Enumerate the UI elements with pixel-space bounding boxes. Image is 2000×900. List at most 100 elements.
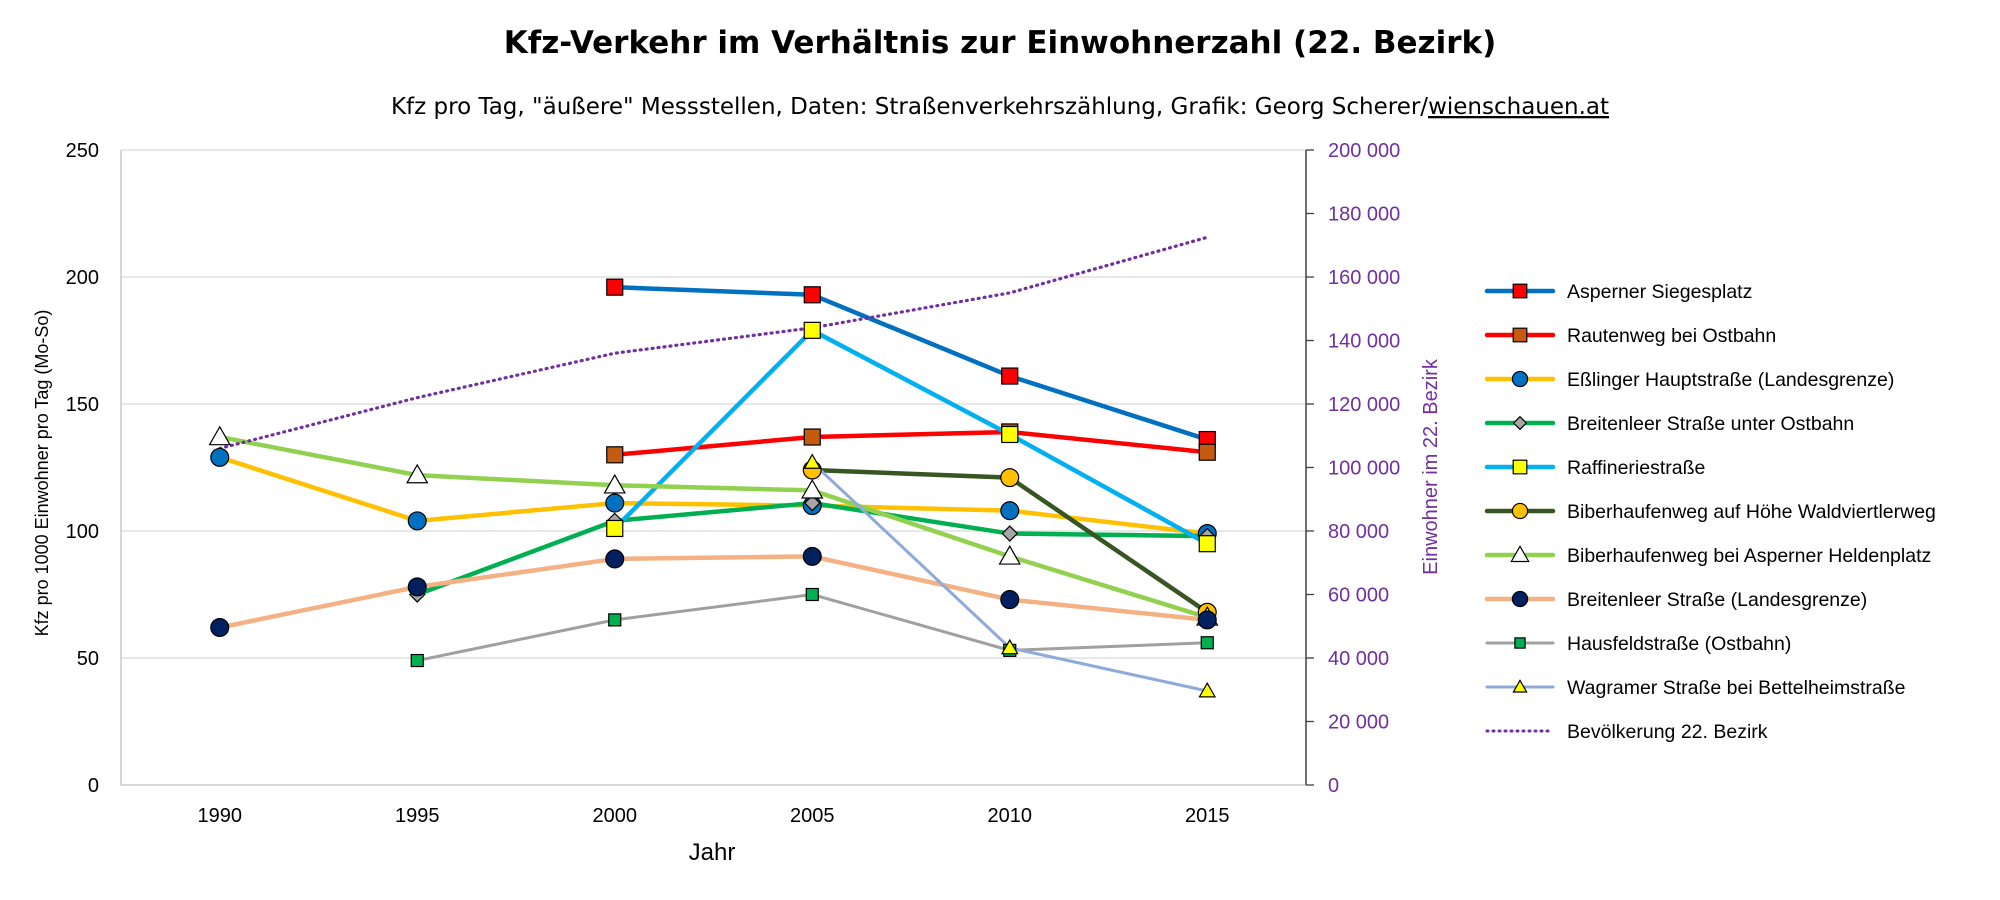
legend-label: Rautenweg bei Ostbahn [1567,325,1776,347]
point-hausfeldstrasse-ostbahn [608,613,622,627]
legend-item-raffineriestrasse: Raffineriestraße [1484,457,1705,479]
legend-marker [1512,327,1528,343]
point-hausfeldstrasse-ostbahn [410,653,424,668]
legend-label: Biberhaufenweg auf Höhe Waldviertlerweg [1567,501,1936,523]
x-tick-label: 1990 [198,805,243,827]
legend-item-biberhaufenweg-auf-hohe-waldviertlerweg: Biberhaufenweg auf Höhe Waldviertlerweg [1484,501,1936,523]
y-axis-right-label: Einwohner im 22. Bezirk [1420,358,1442,575]
y-tick-label: 0 [88,775,99,797]
series-markers [208,278,1219,698]
point-hausfeldstrasse-ostbahn [805,587,819,602]
legend-marker [1511,502,1529,520]
series-line-hausfeldstrasse-ostbahn [415,593,1209,663]
point-breitenleer-strasse-unter-ostbahn [803,494,821,512]
legend-marker [1512,679,1528,693]
legend-marker [1512,415,1528,431]
point-esslinger-hauptstrasse-landesgrenze [1000,501,1020,521]
legend-item-breitenleer-strasse-unter-ostbahn: Breitenleer Straße unter Ostbahn [1484,413,1854,435]
series-line-biberhaufenweg-bei-asperner-heldenplatz [217,434,1210,620]
legend-label: Bevölkerung 22. Bezirk [1567,721,1768,743]
x-tick-label: 1995 [395,805,440,827]
legend: Asperner Siegesplatz Rautenweg bei Ostbah… [1484,281,1936,743]
chart-subtitle-link[interactable]: wienschauen.at [1428,94,1609,120]
series-line-rautenweg-bei-ostbahn [612,429,1210,458]
point-breitenleer-strasse-landesgrenze [605,549,625,569]
point-biberhaufenweg-bei-asperner-heldenplatz [801,478,824,499]
point-breitenleer-strasse-landesgrenze [407,577,427,597]
legend-item-esslinger-hauptstrasse-landesgrenze: Eßlinger Hauptstraße (Landesgrenze) [1484,369,1894,391]
legend-label: Raffineriestraße [1567,457,1705,479]
legend-item-bevolkerung-22-bezirk: Bevölkerung 22. Bezirk [1485,721,1768,743]
point-esslinger-hauptstrasse-landesgrenze [407,511,427,531]
legend-item-biberhaufenweg-bei-asperner-heldenplatz: Biberhaufenweg bei Asperner Heldenplatz [1484,545,1931,567]
y-right-tick-label: 140 000 [1328,331,1400,353]
point-asperner-siegesplatz [606,278,624,296]
axes: 0 50 100 150 200 250 0 20 000 40 000 60 000 80 000… [66,140,1401,827]
point-biberhaufenweg-bei-asperner-heldenplatz [406,463,429,484]
point-hausfeldstrasse-ostbahn [1200,636,1214,650]
point-raffineriestrasse [1001,425,1019,444]
x-tick-label: 2010 [988,805,1033,827]
y-tick-label: 50 [77,648,99,670]
point-asperner-siegesplatz [803,286,821,304]
legend-item-rautenweg-bei-ostbahn: Rautenweg bei Ostbahn [1484,325,1776,347]
legend-marker [1512,459,1528,475]
y-tick-label: 250 [66,140,99,162]
legend-item-breitenleer-strasse-landesgrenze: Breitenleer Straße (Landesgrenze) [1484,589,1867,611]
series-line-esslinger-hauptstrasse-landesgrenze [217,455,1210,536]
x-axis-label: Jahr [689,839,736,866]
legend-marker [1511,370,1529,388]
legend-label: Asperner Siegesplatz [1567,281,1752,303]
legend-label: Eßlinger Hauptstraße (Landesgrenze) [1567,369,1894,391]
series-line-raffineriestrasse [612,328,1210,546]
point-raffineriestrasse [606,519,624,538]
point-esslinger-hauptstrasse-landesgrenze [210,447,230,467]
chart-subtitle-main: Kfz pro Tag, "äußere" Messstellen, Daten… [391,94,1428,120]
point-raffineriestrasse [1198,535,1216,553]
legend-label: Wagramer Straße bei Bettelheimstraße [1567,677,1905,699]
point-biberhaufenweg-bei-asperner-heldenplatz [208,425,231,446]
point-breitenleer-strasse-landesgrenze [802,546,822,566]
y-right-tick-label: 60 000 [1328,585,1389,607]
legend-item-wagramer-strasse-bei-bettelheimstrasse: Wagramer Straße bei Bettelheimstraße [1485,677,1905,699]
point-biberhaufenweg-bei-asperner-heldenplatz [603,473,626,494]
x-tick-label: 2000 [593,805,638,827]
legend-item-hausfeldstrasse-ostbahn: Hausfeldstraße (Ostbahn) [1485,633,1791,655]
y-right-tick-label: 100 000 [1328,458,1400,480]
series-line-breitenleer-strasse-landesgrenze [217,554,1210,630]
y-tick-label: 100 [66,521,99,543]
legend-label: Breitenleer Straße (Landesgrenze) [1567,589,1867,611]
y-right-tick-label: 40 000 [1328,648,1389,670]
point-esslinger-hauptstrasse-landesgrenze [605,493,625,513]
legend-marker [1512,283,1528,299]
point-raffineriestrasse [803,321,821,339]
y-tick-label: 150 [66,394,99,416]
y-right-tick-label: 80 000 [1328,521,1389,543]
point-breitenleer-strasse-unter-ostbahn [1001,525,1019,542]
point-rautenweg-bei-ostbahn [803,428,821,446]
point-wagramer-strasse-bei-bettelheimstrasse [803,453,822,469]
legend-item-asperner-siegesplatz: Asperner Siegesplatz [1484,281,1752,303]
legend-marker [1511,590,1529,608]
x-tick-label: 2015 [1185,805,1230,827]
legend-label: Hausfeldstraße (Ostbahn) [1567,633,1791,655]
point-wagramer-strasse-bei-bettelheimstrasse [1000,638,1019,655]
series-line-asperner-siegesplatz [612,284,1210,442]
legend-marker [1510,545,1530,563]
series-line-bevolkerung-22-bezirk [218,235,1209,451]
y-right-tick-label: 0 [1328,775,1339,797]
point-biberhaufenweg-bei-asperner-heldenplatz [998,544,1021,565]
legend-label: Breitenleer Straße unter Ostbahn [1567,413,1854,435]
point-breitenleer-strasse-landesgrenze [1000,590,1020,610]
point-breitenleer-strasse-landesgrenze [1197,610,1217,630]
point-wagramer-strasse-bei-bettelheimstrasse [1198,682,1217,698]
point-asperner-siegesplatz [1001,367,1019,385]
y-axis-label: Kfz pro 1000 Einwohner pro Tag (Mo-So) [32,310,52,637]
point-breitenleer-strasse-landesgrenze [210,617,230,638]
y-right-tick-label: 20 000 [1328,712,1389,734]
series-lines [217,235,1210,693]
point-rautenweg-bei-ostbahn [606,446,624,464]
y-tick-label: 200 [66,267,99,289]
x-tick-label: 2005 [790,805,835,827]
y-right-tick-label: 200 000 [1328,140,1400,162]
